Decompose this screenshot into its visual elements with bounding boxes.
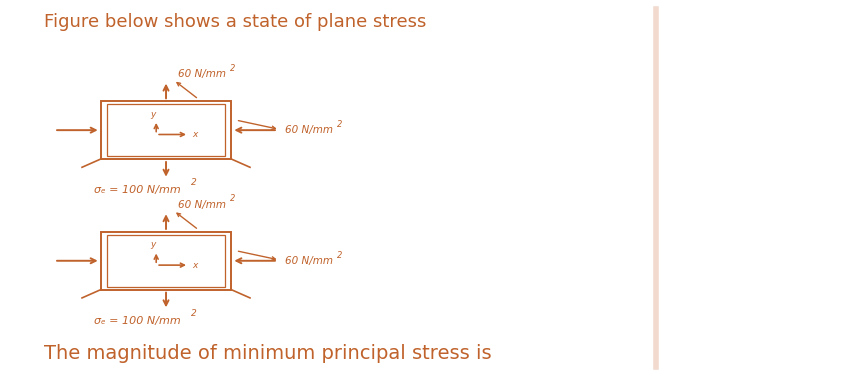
Text: 60 N/mm: 60 N/mm	[178, 200, 226, 210]
Text: 2: 2	[230, 64, 235, 73]
Text: The magnitude of minimum principal stress is: The magnitude of minimum principal stres…	[43, 344, 491, 364]
Bar	[101, 101, 231, 159]
Text: x: x	[192, 130, 197, 139]
Bar	[108, 104, 224, 156]
Bar	[101, 232, 231, 290]
Text: 60 N/mm: 60 N/mm	[178, 69, 226, 79]
Text: 2: 2	[337, 251, 342, 260]
Text: y: y	[150, 109, 156, 118]
Text: 2: 2	[191, 309, 197, 318]
Text: 2: 2	[191, 179, 197, 188]
Bar	[108, 235, 224, 287]
Text: Figure below shows a state of plane stress: Figure below shows a state of plane stre…	[43, 12, 426, 30]
Text: σₑ = 100 N/mm: σₑ = 100 N/mm	[94, 316, 180, 326]
Text: x: x	[192, 261, 197, 270]
Text: y: y	[150, 240, 156, 249]
Text: 2: 2	[337, 120, 342, 129]
Text: 2: 2	[230, 194, 235, 203]
Text: σₑ = 100 N/mm: σₑ = 100 N/mm	[94, 185, 180, 195]
Text: 60 N/mm: 60 N/mm	[285, 125, 333, 135]
Text: 60 N/mm: 60 N/mm	[285, 256, 333, 266]
